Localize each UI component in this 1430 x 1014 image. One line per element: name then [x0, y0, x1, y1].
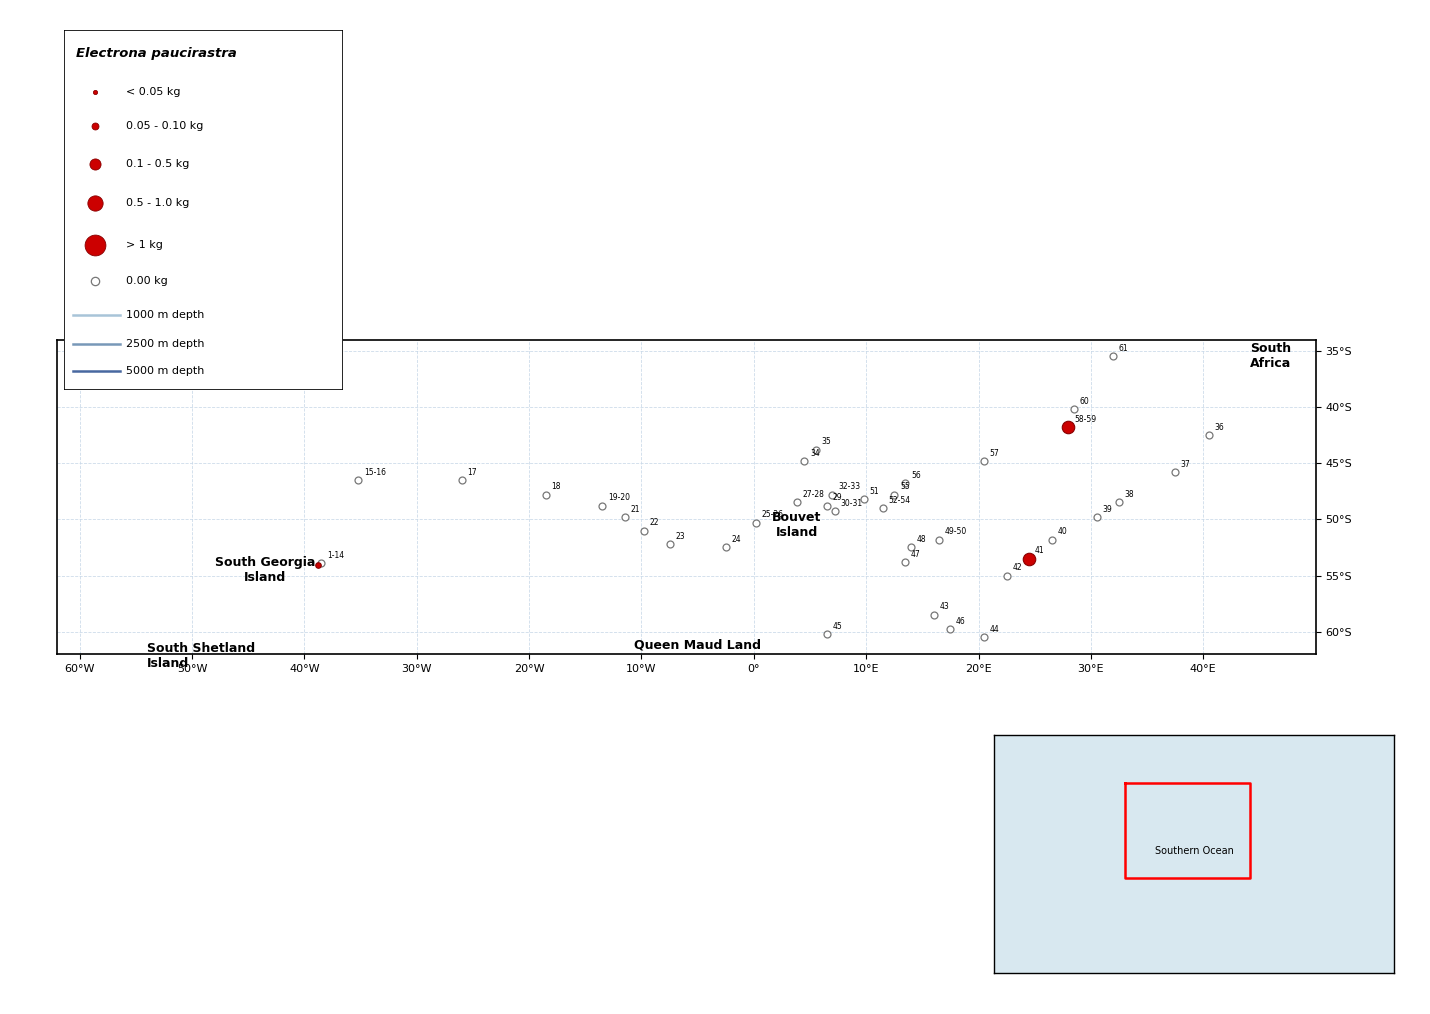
Text: 44: 44 [990, 625, 1000, 634]
Text: 30-31: 30-31 [841, 499, 862, 508]
Text: 19-20: 19-20 [608, 494, 629, 503]
Text: 22: 22 [649, 518, 659, 527]
Text: 57: 57 [990, 448, 1000, 457]
Text: 41: 41 [1035, 547, 1044, 556]
Text: South
Africa: South Africa [1250, 343, 1291, 370]
Text: 1-14: 1-14 [327, 551, 345, 560]
Text: 55: 55 [899, 483, 909, 491]
Text: 48: 48 [917, 535, 927, 545]
Text: 15-16: 15-16 [363, 467, 386, 477]
Text: > 1 kg: > 1 kg [126, 239, 163, 249]
Text: 0.1 - 0.5 kg: 0.1 - 0.5 kg [126, 158, 189, 168]
Text: 40: 40 [1057, 527, 1067, 536]
Text: 29: 29 [832, 494, 842, 503]
Text: 17: 17 [468, 467, 478, 477]
Text: 52-54: 52-54 [888, 496, 911, 505]
Text: 1000 m depth: 1000 m depth [126, 310, 204, 319]
Text: 39: 39 [1103, 505, 1113, 514]
Text: Queen Maud Land: Queen Maud Land [633, 639, 761, 652]
Text: 34: 34 [809, 448, 819, 457]
Text: Southern Ocean: Southern Ocean [1154, 847, 1234, 856]
Text: 35: 35 [821, 437, 831, 446]
Text: 24: 24 [731, 535, 741, 545]
Text: 42: 42 [1012, 563, 1022, 572]
Text: South Georgia
Island: South Georgia Island [214, 556, 315, 584]
Text: 38: 38 [1124, 490, 1134, 499]
Text: 43: 43 [940, 602, 950, 611]
Text: 0.5 - 1.0 kg: 0.5 - 1.0 kg [126, 198, 189, 208]
Text: 58-59: 58-59 [1074, 415, 1097, 424]
Text: 61: 61 [1118, 344, 1128, 353]
Text: Electrona paucirastra: Electrona paucirastra [76, 47, 236, 60]
Text: 2500 m depth: 2500 m depth [126, 339, 204, 349]
Text: 32-33: 32-33 [838, 483, 861, 491]
Text: South Shetland
Island: South Shetland Island [147, 643, 255, 670]
Text: 46: 46 [957, 618, 965, 626]
Text: 25-26: 25-26 [762, 510, 784, 519]
Text: Bouvet
Island: Bouvet Island [772, 511, 821, 539]
Text: 49-50: 49-50 [945, 527, 967, 536]
Text: 45: 45 [832, 622, 842, 631]
Text: 18: 18 [552, 483, 561, 491]
Text: < 0.05 kg: < 0.05 kg [126, 86, 180, 96]
Text: 36: 36 [1214, 423, 1224, 432]
Text: 0.05 - 0.10 kg: 0.05 - 0.10 kg [126, 121, 203, 131]
Text: 37: 37 [1181, 459, 1191, 468]
Text: 47: 47 [911, 550, 921, 559]
Text: 27-28: 27-28 [802, 490, 824, 499]
Text: 23: 23 [675, 531, 685, 540]
Text: 21: 21 [631, 505, 639, 514]
Text: 5000 m depth: 5000 m depth [126, 366, 204, 375]
Text: 56: 56 [911, 472, 921, 480]
Text: 0.00 kg: 0.00 kg [126, 276, 167, 286]
Text: 60: 60 [1080, 396, 1090, 406]
Text: 51: 51 [869, 487, 879, 496]
